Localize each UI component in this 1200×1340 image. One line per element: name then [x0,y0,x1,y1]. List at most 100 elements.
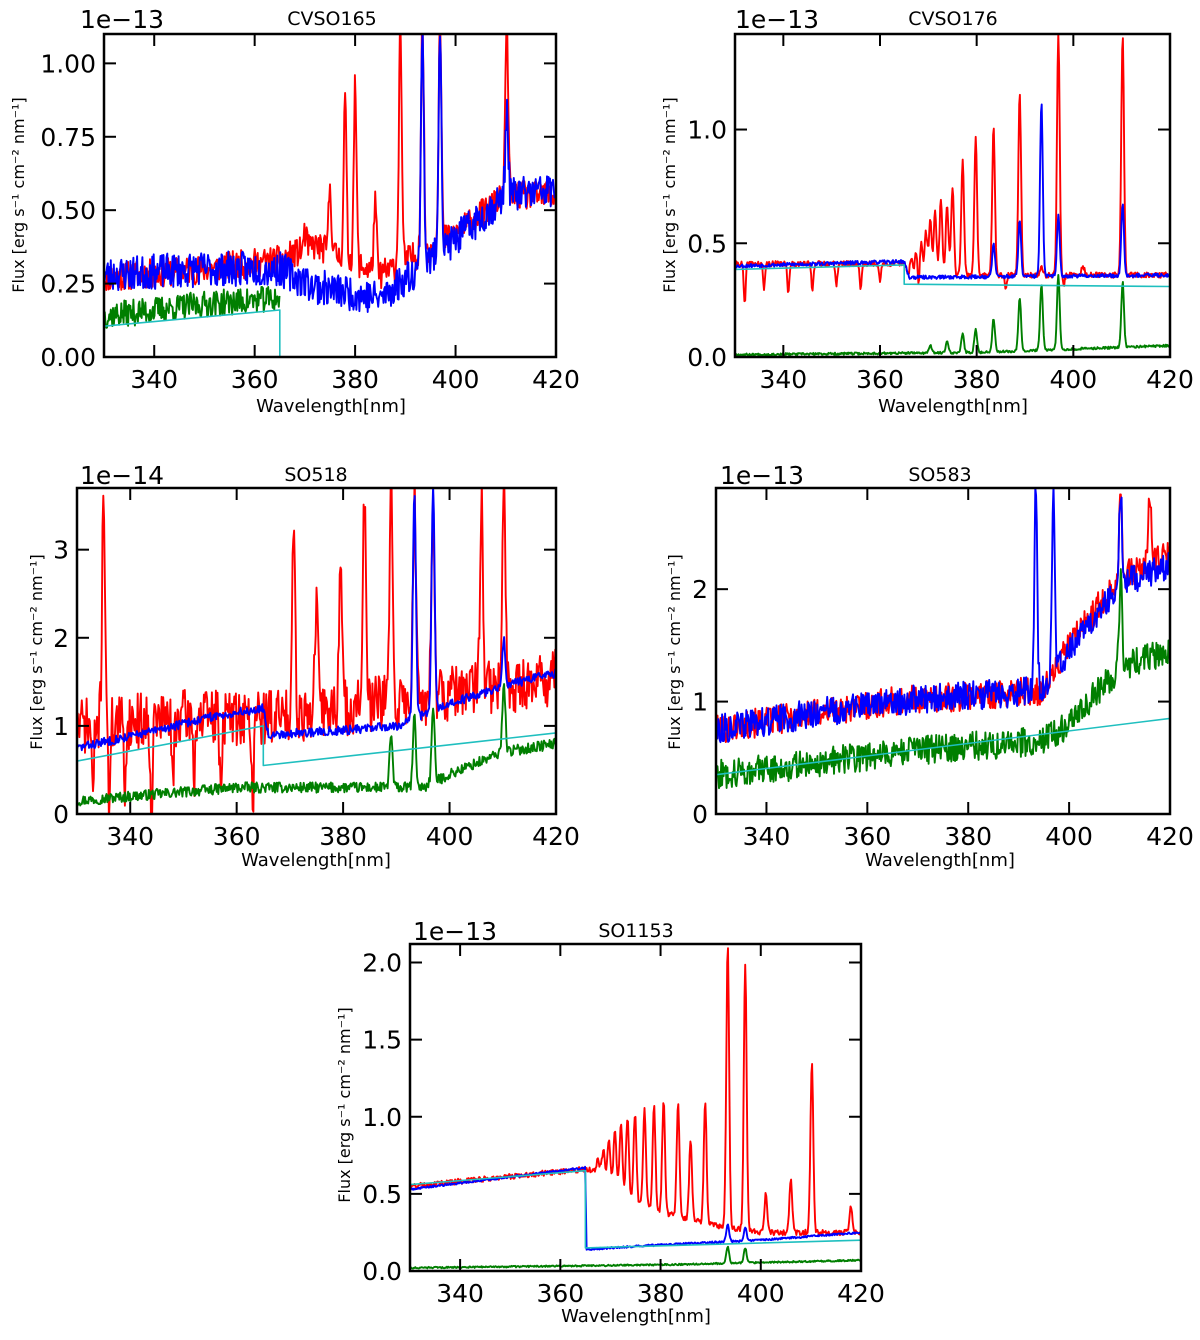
panel-so518-series-blue [77,488,556,752]
panel-cvso165-title: CVSO165 [287,8,377,30]
panel-so518-title: SO518 [284,464,347,486]
panel-cvso165-series-green [104,285,281,329]
panel-so583-series-blue [716,488,1170,744]
panel-so518: 1e−14 SO518 Wavelength[nm] Flux [erg s⁻¹… [27,461,580,871]
panel-so583-x-axis: 340 360 380 400 420 [743,488,1194,851]
panel-so1153-ytick-label: 2.0 [362,949,402,978]
panel-so518-frame [75,486,558,816]
panel-so583: 1e−13 SO583 Wavelength[nm] Flux [erg s⁻¹… [665,461,1194,871]
panel-cvso176: 1e−13 CVSO176 Wavelength[nm] Flux [erg s… [660,5,1194,417]
panel-cvso165-xtick-label: 420 [532,365,580,394]
panel-so583-y-axis: 0 1 2 [692,575,1170,829]
panel-cvso176-series-cyan [735,264,1170,288]
panel-so583-xlabel: Wavelength[nm] [865,850,1015,871]
panel-so1153-xtick-label: 380 [637,1279,685,1308]
panel-cvso165-xtick-label: 340 [130,365,178,394]
panel-so1153-xtick-label: 360 [536,1279,584,1308]
panel-cvso176-ytick-label: 0.5 [687,229,727,258]
panel-so518-multiplier: 1e−14 [80,461,164,490]
panel-so518-plot-area [77,488,556,814]
panel-cvso165-frame [102,32,558,359]
panel-so583-ytick-label: 2 [692,575,708,604]
panel-so1153-xtick-label: 400 [737,1279,785,1308]
panel-so1153-ytick-label: 1.0 [362,1103,402,1132]
panel-cvso176-multiplier: 1e−13 [735,5,819,34]
panel-cvso176-y-axis: 0.0 0.5 1.0 [687,116,1170,372]
panel-cvso176-plot-area [735,34,1170,357]
panel-so583-xtick-label: 400 [1045,822,1093,851]
panel-so583-frame [714,486,1172,816]
panel-so518-ylabel: Flux [erg s⁻¹ cm⁻² nm⁻¹] [27,554,46,749]
panel-cvso176-ytick-label: 1.0 [687,116,727,145]
panel-so1153-ytick-label: 0.5 [362,1180,402,1209]
panel-cvso176-series-green [735,273,1170,357]
panel-so518-xtick-label: 380 [319,822,367,851]
panel-cvso176-ytick-label: 0.0 [687,343,727,372]
panel-cvso176-title: CVSO176 [908,8,998,30]
panel-so518-ytick-label: 0 [53,800,69,829]
panel-cvso165-ytick-label: 0.50 [40,196,96,225]
panel-so518-series-red [77,488,556,814]
panel-so583-plot-area [716,488,1170,790]
panel-so1153-series-cyan [410,1169,861,1249]
panel-cvso165-series-cyan [104,309,556,357]
panel-so1153-x-axis: 340 360 380 400 420 [436,944,885,1308]
panel-so518-series-cyan [77,725,556,767]
panel-so1153-ylabel: Flux [erg s⁻¹ cm⁻² nm⁻¹] [335,1007,354,1202]
panel-so1153-series-red [410,947,861,1237]
panel-cvso176-xtick-label: 380 [953,365,1001,394]
panel-cvso176-xtick-label: 360 [856,365,904,394]
panel-cvso176-series-red [735,34,1170,303]
panel-cvso176-frame [733,32,1172,359]
panel-so1153: 1e−13 SO1153 Wavelength[nm] Flux [erg s⁻… [335,917,885,1327]
panel-so583-ylabel: Flux [erg s⁻¹ cm⁻² nm⁻¹] [665,554,684,749]
panel-cvso165-plot-area [104,34,556,357]
panel-cvso176-ylabel: Flux [erg s⁻¹ cm⁻² nm⁻¹] [660,97,679,292]
panel-so1153-ytick-label: 0.0 [362,1257,402,1286]
panel-so1153-plot-area [410,947,861,1270]
panel-cvso165-multiplier: 1e−13 [80,5,164,34]
panel-so1153-multiplier: 1e−13 [413,917,497,946]
panel-so1153-xtick-label: 420 [837,1279,885,1308]
panel-so518-xtick-label: 420 [532,822,580,851]
panel-cvso165-ytick-label: 1.00 [40,49,96,78]
panel-so518-xlabel: Wavelength[nm] [241,850,391,871]
panel-so518-xtick-label: 340 [106,822,154,851]
panel-so1153-title: SO1153 [598,920,673,942]
panel-so583-xtick-label: 340 [743,822,791,851]
panel-cvso165-x-axis: 340 360 380 400 420 [130,34,580,394]
panel-so518-series-green [77,683,556,807]
panel-so518-ytick-label: 1 [53,712,69,741]
panel-so583-xtick-label: 360 [843,822,891,851]
panel-so1153-y-axis: 0.0 0.5 1.0 1.5 2.0 [362,949,861,1286]
panel-so583-title: SO583 [908,464,971,486]
panel-so583-ytick-label: 0 [692,800,708,829]
panel-so583-series-green [716,568,1170,790]
panel-cvso176-series-blue [735,103,1170,280]
panel-cvso165-series-red [104,34,556,291]
panel-so583-ytick-label: 1 [692,688,708,717]
panel-cvso176-x-axis: 340 360 380 400 420 [759,34,1194,394]
panel-so583-xtick-label: 420 [1146,822,1194,851]
panel-so518-xtick-label: 360 [213,822,261,851]
panel-so1153-frame [408,942,863,1273]
panel-cvso165-xtick-label: 360 [231,365,279,394]
panel-cvso176-xtick-label: 340 [759,365,807,394]
panel-cvso165-ylabel: Flux [erg s⁻¹ cm⁻² nm⁻¹] [9,97,28,292]
panel-so518-x-axis: 340 360 380 400 420 [106,488,580,851]
panel-cvso165-ytick-label: 0.75 [40,123,96,152]
panel-so518-y-axis: 0 1 2 3 [53,536,556,829]
panel-cvso165-xlabel: Wavelength[nm] [256,396,406,417]
panel-so1153-xtick-label: 340 [436,1279,484,1308]
panel-so1153-ytick-label: 1.5 [362,1026,402,1055]
panel-cvso176-xlabel: Wavelength[nm] [878,396,1028,417]
panel-cvso165-xtick-label: 400 [432,365,480,394]
panel-cvso165-xtick-label: 380 [331,365,379,394]
panel-so518-ytick-label: 2 [53,624,69,653]
panel-so518-ytick-label: 3 [53,536,69,565]
panel-cvso176-xtick-label: 400 [1049,365,1097,394]
panel-cvso165-series-blue [104,34,556,313]
panel-so518-xtick-label: 400 [426,822,474,851]
panel-so1153-series-green [410,1245,861,1270]
